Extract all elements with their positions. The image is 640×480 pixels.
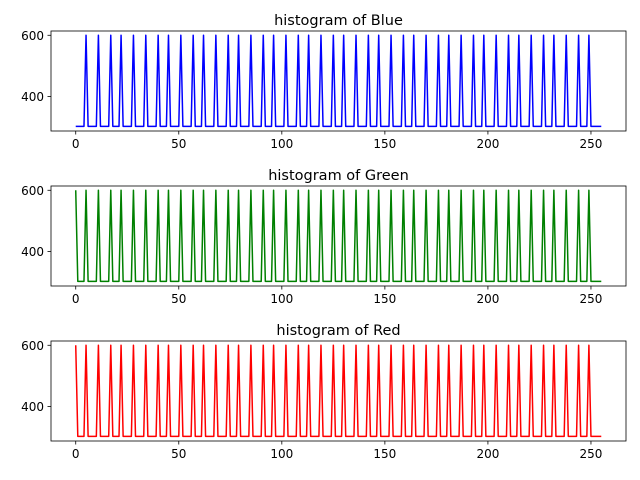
chart-panel-2: histogram of Red 0 50 100 150 200 250 400 600 bbox=[21, 323, 627, 461]
x-tick-label: 250 bbox=[580, 447, 603, 461]
y-tick-label: 400 bbox=[21, 90, 44, 104]
series-line bbox=[74, 189, 602, 283]
chart-panel-0: histogram of Blue 0 50 100 150 200 250 400 600 bbox=[21, 13, 627, 151]
y-tick-label: 600 bbox=[21, 339, 44, 353]
x-tick-label: 150 bbox=[373, 137, 396, 151]
x-tick-label: 200 bbox=[476, 137, 499, 151]
chart-panel-1: histogram of Green 0 50 100 150 200 250 400 600 bbox=[21, 168, 627, 306]
x-tick-label: 100 bbox=[270, 292, 293, 306]
x-tick-label: 0 bbox=[72, 137, 80, 151]
chart-title: histogram of Red bbox=[276, 323, 400, 339]
x-tick-label: 250 bbox=[580, 137, 603, 151]
x-tick-label: 50 bbox=[171, 447, 186, 461]
x-tick-label: 0 bbox=[72, 292, 80, 306]
axes-frame bbox=[50, 340, 627, 442]
x-tick-label: 250 bbox=[580, 292, 603, 306]
chart-title: histogram of Green bbox=[268, 168, 409, 184]
y-tick-label: 600 bbox=[21, 29, 44, 43]
x-tick-label: 100 bbox=[270, 447, 293, 461]
x-tick-label: 200 bbox=[476, 447, 499, 461]
series-line bbox=[74, 344, 602, 438]
y-tick-label: 400 bbox=[21, 400, 44, 414]
y-tick-label: 600 bbox=[21, 184, 44, 198]
x-tick-label: 150 bbox=[373, 447, 396, 461]
axes-frame bbox=[50, 30, 627, 132]
x-tick-label: 100 bbox=[270, 137, 293, 151]
x-tick-label: 50 bbox=[171, 137, 186, 151]
x-tick-label: 150 bbox=[373, 292, 396, 306]
series-line bbox=[75, 34, 602, 128]
x-tick-label: 50 bbox=[171, 292, 186, 306]
axes-frame bbox=[50, 185, 627, 287]
x-tick-label: 0 bbox=[72, 447, 80, 461]
y-tick-label: 400 bbox=[21, 245, 44, 259]
chart-title: histogram of Blue bbox=[274, 13, 403, 29]
x-tick-label: 200 bbox=[476, 292, 499, 306]
